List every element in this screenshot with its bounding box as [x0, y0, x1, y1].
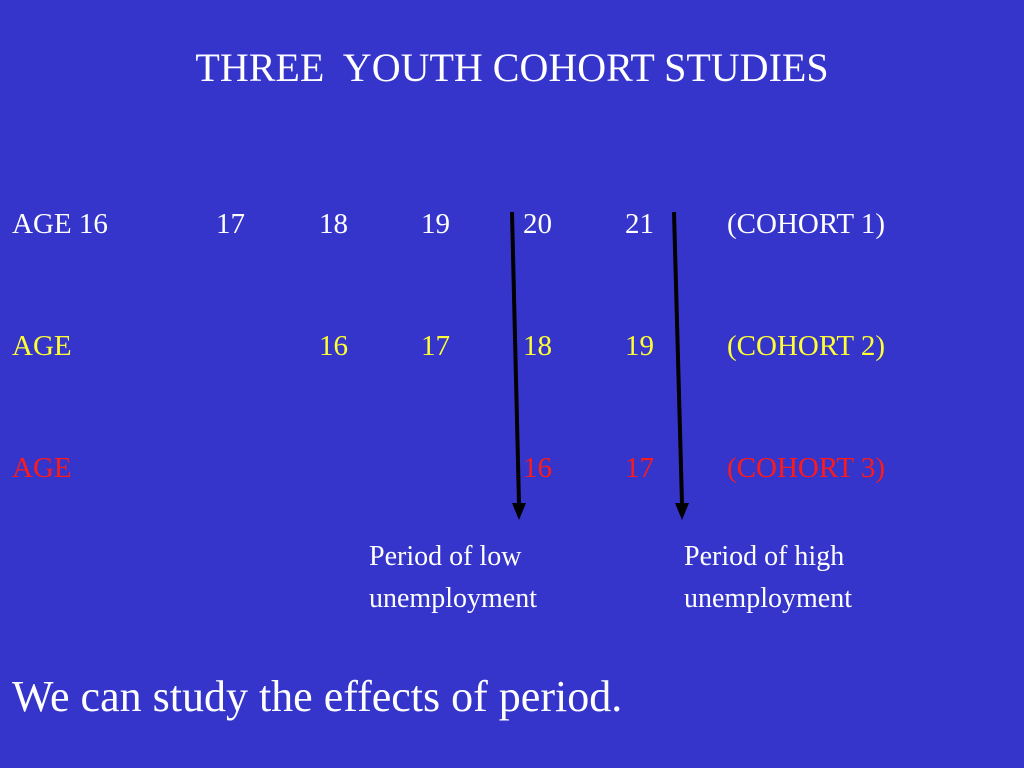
cohort-1-age: 17	[216, 208, 245, 240]
cohort-3-age: 17	[625, 452, 654, 484]
high-caption-line-1: Period of high	[684, 541, 845, 572]
slide-title: THREE YOUTH COHORT STUDIES	[195, 45, 829, 90]
low-caption-line-2: unemployment	[369, 583, 537, 614]
cohort-1-age: 19	[421, 208, 450, 240]
cohort-2-label: (COHORT 2)	[727, 330, 886, 362]
cohort-1-prefix: AGE 16	[12, 208, 108, 240]
conclusion-text: We can study the effects of period.	[12, 672, 623, 721]
cohort-2-age: 16	[319, 330, 348, 362]
high-caption-line-2: unemployment	[684, 583, 852, 614]
cohort-3-prefix: AGE	[12, 452, 72, 484]
cohort-3-label: (COHORT 3)	[727, 452, 886, 484]
cohort-2-prefix: AGE	[12, 330, 72, 362]
high-unemployment-caption: Period of high unemployment	[684, 536, 852, 620]
cohort-1-age: 20	[523, 208, 552, 240]
cohort-1-label: (COHORT 1)	[727, 208, 886, 240]
low-caption-line-1: Period of low	[369, 541, 522, 572]
cohort-2-age: 17	[421, 330, 450, 362]
cohort-2-age: 19	[625, 330, 654, 362]
cohort-1-age: 21	[625, 208, 654, 240]
high-period-arrow	[672, 211, 689, 520]
cohort-1-age: 18	[319, 208, 348, 240]
cohort-2-age: 18	[523, 330, 552, 362]
cohort-3-age: 16	[523, 452, 552, 484]
low-unemployment-caption: Period of low unemployment	[369, 536, 537, 620]
